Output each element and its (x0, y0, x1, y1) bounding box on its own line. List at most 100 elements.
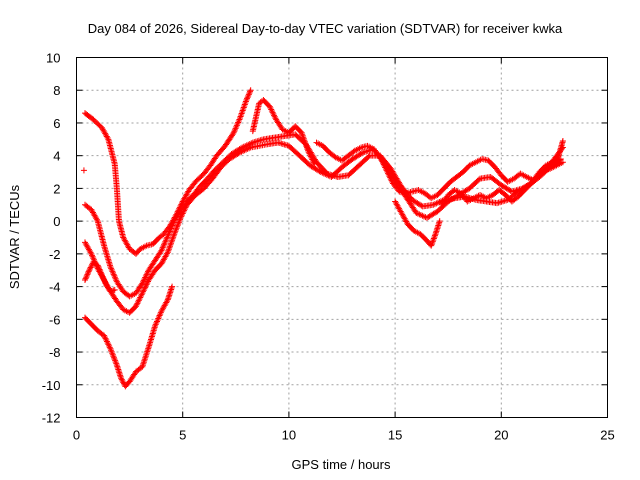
data-point (163, 235, 170, 242)
data-point (236, 116, 243, 123)
data-point (311, 160, 318, 167)
x-tick-label: 5 (179, 428, 186, 443)
data-point (169, 221, 176, 228)
data-point (141, 275, 148, 282)
data-point (107, 345, 114, 352)
data-point (160, 243, 167, 250)
data-point (430, 236, 437, 243)
y-tick-label: 10 (46, 51, 60, 66)
data-point (80, 167, 87, 174)
data-point (168, 224, 175, 231)
data-point (154, 316, 161, 323)
data-point (87, 249, 94, 256)
data-point (231, 126, 238, 133)
data-point (107, 263, 114, 270)
chart-title: Day 084 of 2026, Sidereal Day-to-day VTE… (88, 21, 563, 36)
data-point (96, 266, 103, 273)
data-point (86, 267, 93, 274)
data-points (80, 87, 566, 390)
data-point (138, 291, 145, 298)
data-point (170, 234, 177, 241)
data-point (110, 287, 117, 294)
data-point (101, 332, 108, 339)
data-point (109, 351, 116, 358)
data-point (135, 297, 142, 304)
data-point (385, 170, 392, 177)
data-point (99, 273, 106, 280)
data-point (268, 106, 275, 113)
data-point (81, 277, 88, 284)
data-point (106, 344, 113, 351)
data-point (112, 275, 119, 282)
x-tick-label: 25 (600, 428, 614, 443)
data-point (173, 225, 180, 232)
axis-ticks (76, 57, 608, 418)
data-point (167, 226, 174, 233)
data-point (168, 238, 175, 245)
data-point (100, 276, 107, 283)
data-point (105, 341, 112, 348)
data-point (110, 271, 117, 278)
data-point (299, 132, 306, 139)
data-point (310, 159, 317, 166)
data-point (112, 359, 119, 366)
data-point (142, 284, 149, 291)
data-point (235, 117, 242, 124)
x-axis-label: GPS time / hours (292, 457, 391, 472)
data-point (170, 219, 177, 226)
data-point (232, 125, 239, 132)
data-point (168, 225, 175, 232)
data-point (382, 164, 389, 171)
data-point (176, 217, 183, 224)
data-point (84, 271, 91, 278)
data-point (308, 155, 315, 162)
data-point (97, 269, 104, 276)
data-point (388, 177, 395, 184)
data-point (306, 150, 313, 157)
data-point (174, 223, 181, 230)
data-point (358, 150, 365, 157)
data-point (240, 106, 247, 113)
data-point (266, 103, 273, 110)
data-point (430, 235, 437, 242)
data-point (233, 123, 240, 130)
data-point (387, 174, 394, 181)
data-point (88, 250, 95, 257)
data-point (101, 334, 108, 341)
y-tick-label: -2 (49, 247, 61, 262)
data-point (299, 131, 306, 138)
data-point (559, 137, 566, 144)
data-point (387, 176, 394, 183)
x-tick-labels: 0 5 10 15 20 25 (73, 428, 615, 443)
data-point (304, 146, 311, 153)
data-point (140, 287, 147, 294)
data-point (240, 104, 247, 111)
data-point (103, 338, 110, 345)
data-point (102, 335, 109, 342)
data-point (381, 163, 388, 170)
data-point (108, 347, 115, 354)
data-point (307, 153, 314, 160)
data-point (111, 272, 118, 279)
plot-frame (76, 57, 608, 418)
data-point (106, 342, 113, 349)
data-point (101, 277, 108, 284)
data-point (153, 319, 160, 326)
series-4 (81, 259, 118, 295)
data-point (104, 339, 111, 346)
data-point (94, 262, 101, 269)
data-point (154, 318, 160, 325)
data-point (159, 244, 166, 251)
data-point (172, 228, 179, 235)
y-tick-label: -4 (49, 280, 61, 295)
data-point (168, 240, 175, 247)
data-point (85, 270, 92, 277)
data-point (176, 216, 183, 223)
data-point (155, 314, 162, 321)
data-point (89, 253, 96, 260)
data-point (182, 204, 189, 211)
data-point (380, 161, 387, 168)
data-point (246, 90, 253, 97)
data-point (271, 112, 278, 119)
